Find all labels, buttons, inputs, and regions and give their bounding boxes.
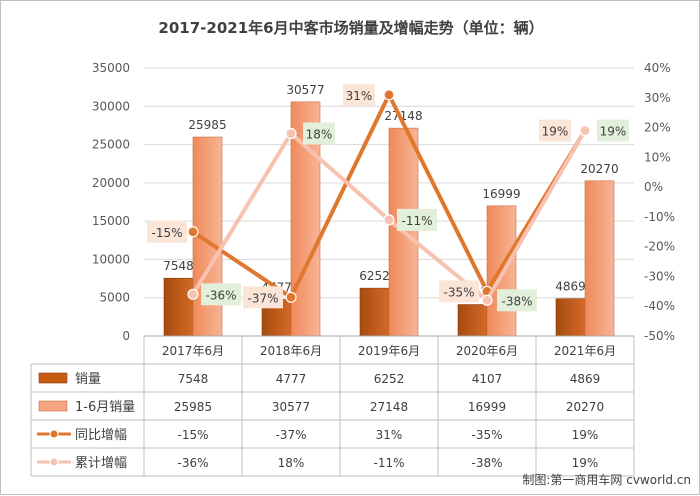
line-marker — [187, 226, 199, 238]
table-cell-value: -11% — [373, 456, 404, 470]
y-left-tick-label: 30000 — [92, 99, 130, 113]
y-left-tick-label: 15000 — [92, 214, 130, 228]
line-data-label: 31% — [346, 89, 373, 103]
line-marker — [481, 294, 493, 306]
line-label-box — [539, 119, 571, 142]
table-cell-value: 6252 — [374, 372, 405, 386]
bar-data-label: 30577 — [286, 83, 324, 97]
chart-title: 2017-2021年6月中客市场销量及增幅走势（单位：辆） — [158, 19, 544, 37]
legend-series-name: 同比增幅 — [75, 428, 127, 443]
table-cell-value: 19% — [572, 456, 599, 470]
bar-sales — [555, 298, 586, 337]
legend-swatch — [38, 400, 68, 412]
y-right-tick-label: 0% — [644, 180, 663, 194]
x-category-label: 2017年6月 — [162, 344, 224, 358]
legend-series-name: 累计增幅 — [75, 456, 127, 471]
line-label-box — [597, 119, 629, 142]
table-cell-value: -37% — [275, 428, 306, 442]
line-data-label: -37% — [247, 291, 278, 305]
line-label-box — [397, 208, 437, 231]
bar-cumulative — [584, 180, 615, 337]
y-left-tick-label: 0 — [122, 329, 130, 343]
y-left-tick-label: 25000 — [92, 138, 130, 152]
table-cell-value: 4869 — [570, 372, 601, 386]
bar-data-label: 25985 — [188, 118, 226, 132]
legend-marker — [49, 457, 59, 467]
line-marker — [383, 89, 395, 101]
table-cell-value: 4107 — [472, 372, 503, 386]
line-label-box — [497, 289, 537, 312]
x-category-label: 2021年6月 — [554, 344, 616, 358]
credit-text: 制图:第一商用车网 cvworld.cn — [522, 473, 691, 487]
line-data-label: -38% — [501, 294, 532, 308]
bar-data-label: 7548 — [163, 259, 194, 273]
y-right-tick-label: 40% — [644, 61, 671, 75]
bar-sales — [359, 287, 390, 337]
line-label-box — [147, 220, 187, 243]
line-data-label: -15% — [151, 226, 182, 240]
table-cell-value: 27148 — [370, 400, 408, 414]
legend-series-name: 1-6月销量 — [75, 400, 135, 415]
line-label-box — [343, 83, 375, 106]
legend-series-name: 销量 — [75, 372, 101, 387]
bar-data-label: 20270 — [580, 162, 618, 176]
y-left-tick-label: 5000 — [99, 291, 130, 305]
table-cell-value: -15% — [177, 428, 208, 442]
table-cell-value: 7548 — [178, 372, 209, 386]
line-data-label: 19% — [542, 125, 569, 139]
y-left-tick-label: 20000 — [92, 176, 130, 190]
line-marker — [285, 291, 297, 303]
line-label-box — [201, 283, 241, 306]
y-right-tick-label: -30% — [644, 269, 675, 283]
bar-data-label: 27148 — [384, 109, 422, 123]
bar-data-label: 6252 — [359, 269, 390, 283]
y-left-tick-label: 35000 — [92, 61, 130, 75]
x-category-label: 2018年6月 — [260, 344, 322, 358]
table-cell-value: -38% — [471, 456, 502, 470]
line-marker — [187, 288, 199, 300]
legend-marker — [49, 429, 59, 439]
line-label-box — [303, 122, 335, 145]
table-cell-value: 19% — [572, 428, 599, 442]
line-data-label: -11% — [401, 214, 432, 228]
y-right-tick-label: 30% — [644, 91, 671, 105]
y-right-tick-label: -20% — [644, 240, 675, 254]
line-marker — [579, 124, 591, 137]
line-data-label: -35% — [443, 285, 474, 299]
legend-swatch — [38, 372, 68, 384]
line-data-label: -36% — [205, 288, 236, 302]
bar-data-label: 4869 — [555, 280, 586, 294]
y-right-tick-label: -40% — [644, 299, 675, 313]
y-left-tick-label: 10000 — [92, 252, 130, 266]
table-cell-value: 18% — [278, 456, 305, 470]
x-category-label: 2019年6月 — [358, 344, 420, 358]
table-cell-value: 16999 — [468, 400, 506, 414]
line-marker — [383, 214, 395, 226]
y-right-tick-label: 10% — [644, 150, 671, 164]
bar-sales — [457, 304, 488, 337]
line-data-label: 19% — [600, 125, 627, 139]
line-marker — [285, 127, 297, 140]
table-cell-value: 30577 — [272, 400, 310, 414]
line-label-box — [243, 286, 283, 309]
bar-sales — [163, 277, 194, 337]
bar-data-label: 16999 — [482, 187, 520, 201]
table-cell-value: 31% — [376, 428, 403, 442]
line-label-box — [439, 280, 479, 303]
table-cell-value: -35% — [471, 428, 502, 442]
table-cell-value: 4777 — [276, 372, 307, 386]
table-cell-value: -36% — [177, 456, 208, 470]
y-right-tick-label: -10% — [644, 210, 675, 224]
y-right-tick-label: 20% — [644, 121, 671, 135]
y-right-tick-label: -50% — [644, 329, 675, 343]
table-cell-value: 25985 — [174, 400, 212, 414]
x-category-label: 2020年6月 — [456, 344, 518, 358]
line-data-label: 18% — [306, 128, 333, 142]
table-cell-value: 20270 — [566, 400, 604, 414]
